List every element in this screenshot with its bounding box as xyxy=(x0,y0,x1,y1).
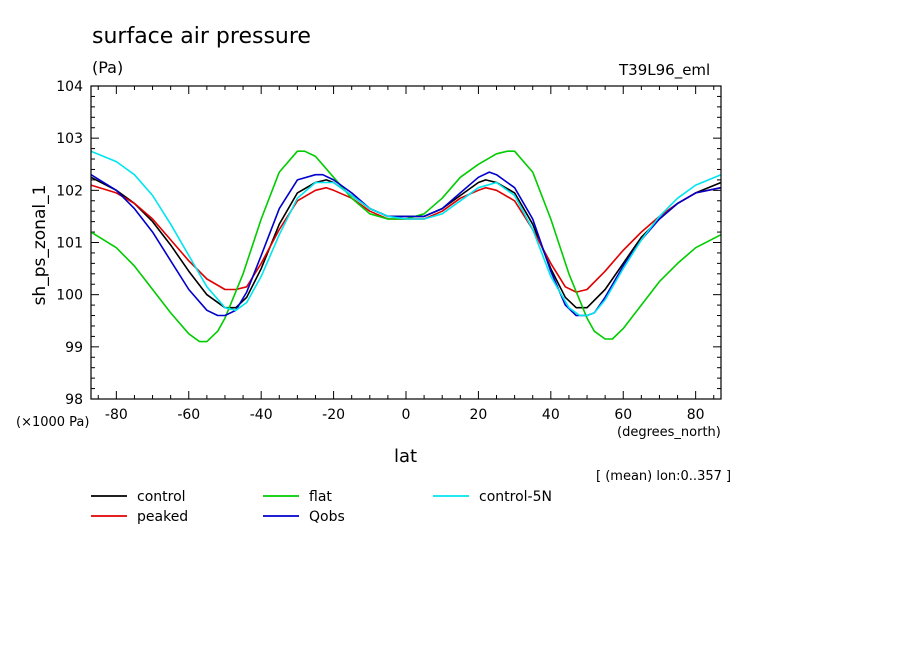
y-axis-title: sh_ps_zonal_1 xyxy=(30,184,50,306)
series-line-control xyxy=(90,176,722,309)
x-tick-label: -40 xyxy=(250,407,273,423)
y-scale-note: (×1000 Pa) xyxy=(16,415,90,430)
subtitle-mean-lon: [ (mean) lon:0..357 ] xyxy=(596,469,732,484)
series-layer xyxy=(90,150,722,343)
x-tick-label: 80 xyxy=(687,407,705,423)
chart-title: surface air pressure xyxy=(92,24,311,49)
legend-label-control: control xyxy=(137,489,186,505)
y-tick-label: 101 xyxy=(56,236,83,252)
x-tick-label: 0 xyxy=(402,407,411,423)
series-line-qobs xyxy=(90,171,722,317)
legend-label-qobs: Qobs xyxy=(309,509,345,525)
x-tick-label: 40 xyxy=(542,407,560,423)
legend-label-control-5n: control-5N xyxy=(479,489,552,505)
plot-frame xyxy=(90,85,722,400)
x-axis-title: lat xyxy=(394,446,418,467)
x-tick-label: 60 xyxy=(614,407,632,423)
x-tick-label: 20 xyxy=(469,407,487,423)
y-tick-label: 102 xyxy=(56,183,83,199)
y-tick-label: 99 xyxy=(65,340,83,356)
tick-labels: -80 -60 -40 -20 0 20 40 60 80 98 99 100 101 102 103 104 xyxy=(56,79,704,423)
x-tick-label: -20 xyxy=(322,407,345,423)
experiment-label: T39L96_eml xyxy=(619,61,711,79)
legend-label-peaked: peaked xyxy=(137,509,188,525)
legend-label-flat: flat xyxy=(309,489,332,505)
y-tick-label: 103 xyxy=(56,131,83,147)
legend: control peaked flat Qobs control-5N xyxy=(91,489,552,525)
y-tick-label: 100 xyxy=(56,288,83,304)
series-line-control-5n xyxy=(90,150,722,317)
y-tick-label: 98 xyxy=(65,392,83,408)
tick-layer xyxy=(91,85,721,400)
x-tick-label: -80 xyxy=(105,407,128,423)
x-units-label: (degrees_north) xyxy=(617,425,721,440)
y-tick-label: 104 xyxy=(56,79,83,95)
units-label: (Pa) xyxy=(92,58,124,77)
x-tick-label: -60 xyxy=(177,407,200,423)
series-line-peaked xyxy=(90,184,722,293)
